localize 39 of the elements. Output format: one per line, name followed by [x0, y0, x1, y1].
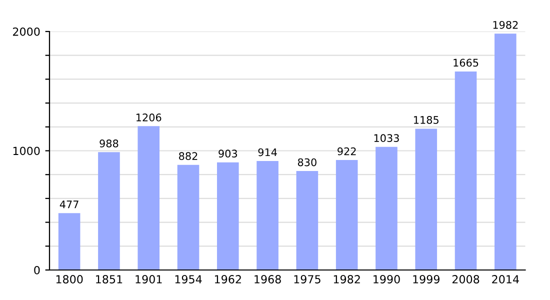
bar: [138, 126, 160, 270]
data-label: 1206: [136, 114, 162, 122]
x-tick-label: 1999: [413, 275, 440, 284]
y-tick-label: 1000: [13, 146, 40, 156]
data-label: 1033: [374, 134, 399, 142]
x-tick-label: 1975: [294, 275, 320, 284]
y-tick-label: 0: [34, 266, 40, 274]
data-label: 1665: [454, 58, 478, 67]
x-tick-label: 1982: [334, 275, 360, 284]
bar: [415, 128, 438, 270]
bar: [98, 152, 120, 270]
bar: [336, 160, 358, 270]
x-tick-label: 2014: [492, 275, 519, 284]
data-label: 922: [338, 147, 356, 156]
x-tick-label: 2008: [452, 275, 480, 284]
x-tick-label: 1968: [254, 275, 281, 284]
data-label: 1982: [493, 20, 518, 29]
x-tick-label: 1990: [374, 275, 400, 284]
bar: [454, 71, 477, 270]
y-tick-label: 2000: [13, 27, 40, 36]
data-label: 914: [258, 148, 277, 156]
data-label: 1185: [414, 116, 438, 124]
bar: [256, 161, 278, 270]
x-tick-label: 1800: [56, 275, 83, 284]
bar: [296, 171, 318, 270]
x-tick-label: 1851: [96, 275, 122, 284]
bar: [217, 162, 239, 270]
x-tick-label: 1954: [175, 275, 202, 284]
bar: [376, 146, 398, 270]
data-label: 477: [60, 200, 78, 208]
data-label: 830: [298, 158, 316, 166]
bar: [177, 164, 200, 270]
bar: [58, 213, 80, 270]
bar: [494, 34, 516, 270]
data-label: 882: [179, 152, 198, 160]
x-tick-label: 1962: [214, 275, 241, 284]
data-label: 903: [218, 150, 238, 158]
x-tick-label: 1901: [136, 275, 162, 284]
data-label: 988: [100, 140, 118, 148]
